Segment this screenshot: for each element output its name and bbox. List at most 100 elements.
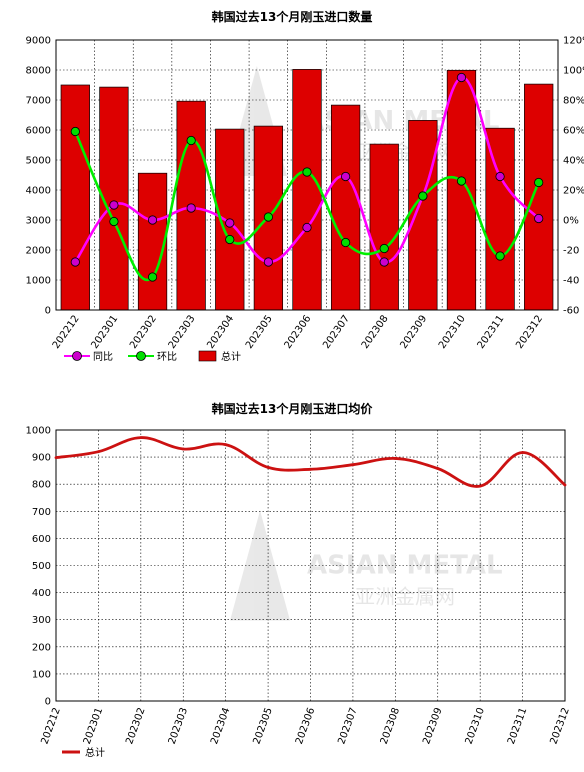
price-point bbox=[224, 443, 228, 447]
price-point bbox=[266, 465, 270, 469]
x-tick-label: 202311 bbox=[476, 313, 507, 351]
price-point bbox=[181, 447, 185, 451]
mom-point bbox=[225, 234, 235, 245]
yoy-point bbox=[109, 200, 119, 210]
legend-label: 总计 bbox=[85, 748, 105, 759]
y-tick-label: 0 bbox=[45, 697, 51, 708]
price-point bbox=[478, 484, 482, 488]
legend-total-swatch bbox=[62, 750, 80, 753]
y-tick-label: 1000 bbox=[26, 426, 51, 437]
y-tick-label: 500 bbox=[32, 561, 51, 572]
bar bbox=[292, 69, 322, 311]
y-tick-label: 700 bbox=[32, 507, 51, 518]
mom-point bbox=[418, 191, 428, 201]
x-tick-label: 202308 bbox=[379, 706, 402, 746]
plot-frame bbox=[55, 39, 559, 311]
bar bbox=[524, 83, 554, 311]
y-tick-label: 8000 bbox=[26, 66, 51, 77]
legend-item-total[interactable]: 总计 bbox=[198, 348, 241, 363]
legend-item-yoy[interactable]: 同比 bbox=[64, 348, 113, 363]
watermark-brand-cn: 亚洲金属网 bbox=[355, 585, 455, 609]
mom-point bbox=[379, 243, 389, 254]
yoy-point bbox=[456, 72, 467, 83]
price-chart-plot: ASIAN METAL亚洲金属网010020030040050060070080… bbox=[26, 426, 572, 746]
x-tick-label: 202212 bbox=[51, 313, 82, 351]
yoy-point bbox=[302, 222, 312, 233]
quantity-chart-plot: ASIAN METAL亚洲金属网010002000300040005000600… bbox=[26, 36, 584, 352]
price-chart: 韩国过去13个月刚玉进口均价 ASIAN METAL 亚洲金属网 0 100 200 30… bbox=[0, 392, 584, 772]
x-tick-label: 202306 bbox=[294, 706, 317, 746]
y-tick-label: 0 bbox=[45, 306, 51, 317]
y-tick-label: 900 bbox=[32, 453, 51, 464]
y2-tick-label: 80% bbox=[563, 96, 584, 107]
legend-label: 总计 bbox=[221, 352, 241, 363]
legend-total-swatch bbox=[198, 350, 217, 361]
bar bbox=[446, 69, 477, 311]
bar bbox=[408, 120, 438, 311]
quantity-chart: 韩国过去13个月刚玉进口数量 ASIAN METAL 亚洲金属网 0 1000 2000… bbox=[0, 0, 584, 380]
yoy-point bbox=[495, 171, 505, 182]
x-tick-label: 202303 bbox=[167, 313, 198, 351]
yoy-point bbox=[70, 257, 80, 267]
x-tick-label: 202306 bbox=[283, 313, 314, 351]
x-tick-label: 202310 bbox=[437, 313, 468, 351]
x-tick-label: 202212 bbox=[39, 706, 62, 746]
x-tick-label: 202307 bbox=[321, 313, 352, 351]
yoy-point bbox=[534, 213, 544, 224]
price-point bbox=[393, 457, 397, 460]
y2-tick-label: 20% bbox=[563, 186, 584, 197]
y-tick-label: 9000 bbox=[26, 36, 51, 47]
y2-tick-label: -40 bbox=[563, 276, 579, 287]
mom-point bbox=[70, 126, 80, 137]
mom-point bbox=[495, 251, 505, 261]
chart-title: 韩国过去13个月刚玉进口数量 bbox=[211, 10, 373, 24]
yoy-point bbox=[263, 257, 273, 267]
legend-label: 同比 bbox=[93, 352, 113, 363]
price-point bbox=[54, 456, 58, 460]
bar bbox=[485, 127, 515, 311]
y2-tick-label: 100% bbox=[563, 66, 584, 77]
y2-tick-label: 60% bbox=[563, 126, 584, 137]
y2-tick-label: 0% bbox=[563, 216, 579, 227]
mom-point bbox=[302, 167, 312, 177]
x-tick-label: 202310 bbox=[464, 706, 487, 746]
yoy-point bbox=[341, 171, 351, 182]
y-tick-label: 600 bbox=[32, 534, 51, 545]
x-tick-label: 202309 bbox=[398, 313, 429, 351]
yoy-point bbox=[225, 218, 235, 228]
yoy-point bbox=[186, 203, 196, 213]
legend-mom-swatch bbox=[128, 350, 154, 361]
y-tick-label: 4000 bbox=[26, 186, 51, 197]
y2-tick-label: 40% bbox=[563, 156, 584, 167]
legend-item-total[interactable]: 总计 bbox=[62, 744, 105, 759]
price-point bbox=[436, 467, 440, 470]
mom-point bbox=[109, 216, 119, 227]
y-tick-label: 100 bbox=[32, 669, 51, 680]
legend-item-mom[interactable]: 环比 bbox=[128, 348, 177, 363]
x-tick-label: 202312 bbox=[548, 706, 571, 746]
x-tick-label: 202311 bbox=[506, 706, 529, 746]
y-tick-label: 6000 bbox=[26, 126, 51, 137]
bar bbox=[369, 143, 399, 311]
x-tick-label: 202302 bbox=[128, 313, 159, 351]
legend: 总计 bbox=[0, 744, 584, 764]
mom-point bbox=[263, 212, 273, 222]
legend-yoy-swatch bbox=[64, 350, 90, 361]
x-tick-label: 202302 bbox=[124, 706, 147, 746]
price-point bbox=[563, 483, 567, 487]
y-tick-label: 400 bbox=[32, 588, 51, 599]
x-tick-label: 202303 bbox=[167, 706, 190, 746]
x-tick-label: 202309 bbox=[421, 706, 444, 746]
y-tick-label: 2000 bbox=[26, 246, 51, 257]
bar bbox=[330, 104, 361, 311]
y-tick-label: 200 bbox=[32, 642, 51, 653]
mom-point bbox=[534, 177, 544, 188]
chart-title: 韩国过去13个月刚玉进口均价 bbox=[211, 402, 373, 416]
x-tick-label: 202312 bbox=[514, 313, 545, 351]
bar bbox=[137, 172, 168, 311]
price-point bbox=[521, 451, 524, 454]
mom-point bbox=[341, 237, 351, 248]
legend: 同比 环比 总计 bbox=[0, 348, 584, 368]
y-tick-label: 1000 bbox=[26, 276, 51, 287]
x-tick-label: 202301 bbox=[89, 313, 120, 351]
